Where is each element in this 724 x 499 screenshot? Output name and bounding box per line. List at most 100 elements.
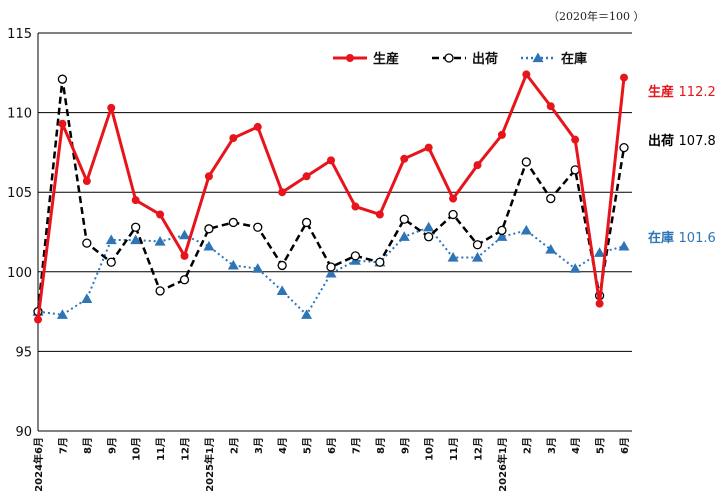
- series-3: [32, 221, 630, 319]
- x-tick-label: 2026年1月: [496, 437, 509, 492]
- data-point: [180, 251, 189, 260]
- data-point: [375, 210, 384, 219]
- data-point: [253, 222, 263, 232]
- data-point: [204, 172, 213, 181]
- data-point: [497, 130, 506, 139]
- data-point: [81, 293, 93, 303]
- data-point: [350, 251, 361, 261]
- data-point: [58, 119, 67, 128]
- data-point: [301, 217, 312, 228]
- data-point: [278, 188, 287, 197]
- y-tick-label: 115: [7, 27, 32, 42]
- data-point: [424, 143, 433, 152]
- data-point: [473, 161, 482, 170]
- data-point: [253, 122, 262, 131]
- legend-marker: [532, 52, 544, 63]
- data-point: [618, 240, 630, 251]
- data-point: [571, 135, 580, 144]
- y-tick-label: 100: [7, 266, 32, 281]
- end-label-3: 在庫 101.6: [648, 230, 716, 246]
- end-label-2: 出荷 107.8: [648, 133, 716, 149]
- y-tick-label: 90: [15, 425, 32, 440]
- data-point: [82, 177, 91, 186]
- data-point: [131, 196, 140, 205]
- series-1: [34, 70, 628, 324]
- x-tick-label: 2月: [521, 437, 533, 454]
- x-tick-label: 8月: [375, 437, 387, 454]
- x-tick-label: 7月: [350, 437, 362, 454]
- data-point: [106, 257, 116, 267]
- x-tick-label: 12月: [180, 437, 192, 461]
- legend-label: 在庫: [561, 51, 587, 67]
- x-tick-label: 2025年1月: [203, 437, 216, 492]
- data-point: [497, 225, 507, 236]
- data-point: [227, 259, 239, 270]
- series-line: [36, 72, 626, 320]
- data-point: [351, 202, 360, 211]
- data-point: [398, 231, 410, 241]
- data-point: [302, 172, 311, 181]
- x-tick-label: 12月: [473, 437, 485, 461]
- data-point: [595, 299, 604, 308]
- data-point: [521, 157, 531, 167]
- x-tick-label: 3月: [546, 437, 558, 454]
- data-point: [326, 262, 336, 272]
- end-label-1: 生産 112.2: [648, 84, 716, 100]
- legend-label: 生産: [373, 51, 399, 67]
- gridlines: [37, 32, 632, 432]
- data-point: [619, 142, 629, 153]
- data-point: [594, 247, 606, 257]
- data-point: [34, 315, 42, 324]
- x-tick-label: 2月: [228, 437, 240, 454]
- y-tick-label: 110: [7, 107, 32, 122]
- y-tick-label: 105: [7, 186, 32, 201]
- x-tick-label: 4月: [570, 437, 582, 454]
- data-point: [448, 209, 458, 220]
- data-point: [228, 217, 238, 228]
- x-tick-label: 11月: [448, 437, 460, 461]
- x-tick-label: 10月: [131, 437, 143, 461]
- x-axis-ticks: 2024年6月 7月 8月 9月 10月 11月 12月 2025年1月 2月 3月 4月 5月 6月 7…: [32, 437, 631, 492]
- x-tick-label: 6月: [326, 437, 338, 454]
- data-point: [204, 224, 214, 234]
- data-point: [229, 134, 238, 143]
- data-point: [155, 286, 165, 296]
- data-point: [423, 221, 435, 232]
- data-point: [179, 229, 190, 240]
- legend-label: 出荷: [472, 51, 498, 67]
- data-point: [472, 240, 483, 250]
- x-tick-label: 11月: [155, 437, 167, 461]
- x-tick-label: 10月: [424, 437, 436, 461]
- data-point: [449, 194, 458, 203]
- y-axis-ticks: 90 95 100 105 110 115: [7, 27, 32, 440]
- data-point: [522, 70, 531, 79]
- legend-marker: [444, 53, 454, 63]
- data-point: [447, 251, 459, 262]
- data-point: [107, 103, 116, 112]
- x-tick-label: 6月: [619, 437, 631, 454]
- x-tick-label: 5月: [302, 437, 314, 454]
- data-point: [520, 224, 532, 235]
- data-point: [82, 238, 92, 248]
- data-point: [203, 240, 215, 251]
- data-point: [399, 214, 409, 224]
- legend: 生産 出荷 在庫: [333, 51, 587, 67]
- x-tick-label: 3月: [253, 437, 265, 454]
- data-point: [569, 263, 581, 273]
- x-tick-label: 5月: [595, 437, 607, 454]
- unit-note: （2020年＝100 ）: [548, 10, 645, 23]
- data-point: [276, 285, 288, 296]
- data-point: [156, 210, 165, 219]
- x-tick-label: 7月: [57, 437, 69, 454]
- data-point: [546, 102, 555, 111]
- data-point: [179, 275, 190, 285]
- data-point: [375, 257, 385, 267]
- data-point: [301, 309, 313, 319]
- data-point: [56, 309, 68, 319]
- data-point: [620, 73, 628, 82]
- data-point: [424, 232, 434, 242]
- series-2: [33, 74, 629, 317]
- data-point: [105, 234, 117, 245]
- x-tick-label: 2024年6月: [32, 437, 45, 492]
